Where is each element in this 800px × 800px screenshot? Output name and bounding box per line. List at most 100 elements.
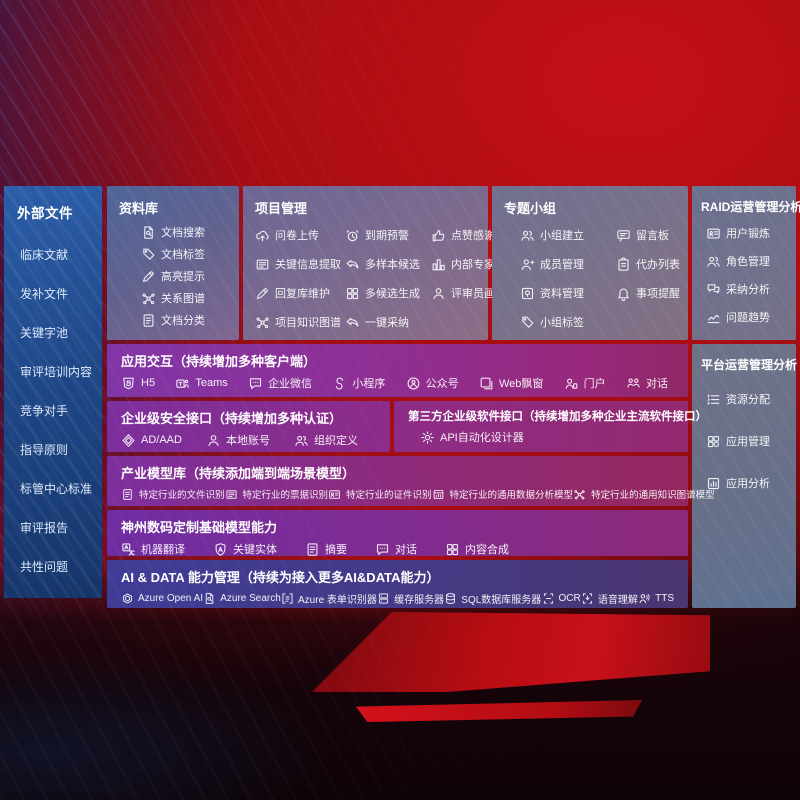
panel-title: 专题小组 [504, 201, 557, 216]
id-card-icon [706, 226, 721, 241]
feature-item-label: 关键信息提取 [275, 259, 341, 271]
people-icon [520, 228, 535, 243]
sidebar-header: 外部文件 [17, 206, 73, 221]
speech-icon [581, 592, 594, 605]
row-title: AI & DATA 能力管理（持续为接入更多AI&DATA能力） [121, 570, 440, 585]
network-icon [141, 291, 156, 306]
feature-item-label: 用户锻炼 [726, 228, 770, 240]
people-icon [294, 433, 309, 448]
feature-item: 问题趋势 [706, 309, 790, 325]
db-icon [444, 592, 457, 605]
feature-item: 资料管理 [520, 285, 616, 301]
feature-item-label: 组织定义 [313, 435, 358, 447]
translate-icon [121, 542, 136, 557]
person-icon [431, 286, 446, 301]
sidebar-item: 共性问题 [20, 558, 94, 575]
feature-item-label: 公众号 [425, 378, 459, 390]
feature-item: 事项提醒 [616, 285, 680, 301]
feature-item: 小程序 [332, 375, 385, 391]
feature-item-label: Web飘窗 [498, 378, 544, 390]
feature-item-label: 代办列表 [636, 259, 680, 271]
tag-icon [141, 247, 156, 262]
feature-item: 到期预警 [345, 227, 431, 243]
feature-item: 文档分类 [141, 312, 227, 328]
feature-item: 公众号 [406, 375, 459, 391]
feature-item: 语音理解 [581, 591, 638, 606]
row-title: 神州数码定制基础模型能力 [121, 520, 278, 535]
feature-item-label: 特定行业的通用知识图谱模型 [591, 490, 715, 501]
gear-icon [420, 430, 435, 445]
feature-item-label: 采纳分析 [726, 284, 770, 296]
network-icon [573, 488, 586, 501]
feature-item-label: 竞争对手 [20, 404, 69, 418]
pen-icon [255, 286, 270, 301]
window-icon [479, 376, 494, 391]
feature-item-label: 留言板 [636, 230, 669, 242]
portal-icon [564, 376, 579, 391]
feature-item-label: 问卷上传 [275, 230, 319, 242]
album-icon [520, 286, 535, 301]
sidebar-item: 审评报告 [20, 519, 94, 536]
feature-item-label: 特定行业的票据识别 [242, 490, 329, 501]
person-plus-icon [520, 257, 535, 272]
ocr-icon [542, 592, 555, 605]
row-title: 第三方企业级软件接口（持续增加多种企业主流软件接口） [408, 411, 707, 423]
feature-item-label: 临床文献 [20, 248, 69, 262]
feature-item: 点赞感谢 [431, 227, 517, 243]
feature-item-label: 特定行业的文件识别 [139, 490, 225, 501]
feature-item-label: 成员管理 [540, 259, 584, 271]
feature-item-label: 企业微信 [268, 378, 313, 390]
feature-item-label: 关系图谱 [161, 293, 205, 305]
qa-bubbles-icon [706, 282, 721, 297]
feature-item: 关系图谱 [141, 290, 227, 306]
thumbs-up-icon [431, 228, 446, 243]
feature-item: 企业微信 [248, 375, 312, 391]
row-enterprise-security-api: 企业级安全接口（持续增加多种认证） AD/AAD 本地账号 组织定义 [107, 401, 390, 452]
app-grid-icon [706, 434, 721, 449]
feature-item-label: 文档分类 [161, 315, 205, 327]
feature-item-label: 应用分析 [726, 478, 770, 490]
feature-item: 采纳分析 [706, 281, 790, 297]
feature-item: 资源分配 [706, 391, 790, 407]
pen-icon [141, 269, 156, 284]
sidebar-item: 发补文件 [20, 285, 94, 302]
feature-item: 特定行业的票据识别 [225, 487, 329, 501]
panel-title: RAID运营管理分析 [701, 200, 800, 214]
panel-special-groups: 专题小组 小组建立 留言板 成员管理 代办列表 资料管理 事项提醒 小组标签 [492, 186, 688, 340]
feature-item: 应用分析 [706, 475, 790, 491]
doc-search-icon [141, 225, 156, 240]
feature-item: 特定行业的文件识别 [121, 487, 225, 501]
sidebar-item: 标管中心标准 [20, 480, 94, 497]
h5-icon [121, 376, 136, 391]
chart-doc-icon [706, 476, 721, 491]
row-app-interaction: 应用交互（持续增加多种客户端） H5 Teams 企业微信 小程序 公众号 Web飘窗 门户… [107, 344, 688, 397]
feature-item: 缓存服务器 [377, 591, 444, 606]
row-title: 产业模型库（持续添加端到端场景模型） [121, 466, 356, 481]
feature-item: 对话 [626, 375, 668, 391]
panel-project-management: 项目管理 问卷上传 到期预警 点赞感谢 关键信息提取 多样本候选 内部专家排名 回复库维护多… [243, 186, 517, 340]
feature-item-label: 本地账号 [225, 435, 270, 447]
reply-arrow-icon [345, 257, 360, 272]
panel-title: 项目管理 [255, 201, 308, 216]
feature-item: 本地账号 [206, 432, 270, 448]
tag-icon [520, 315, 535, 330]
feature-item: Web飘窗 [479, 375, 543, 391]
feature-item-label: 应用管理 [726, 436, 770, 448]
feature-item-label: 一键采纳 [365, 317, 409, 329]
feature-item-label: TTS [655, 593, 674, 604]
tts-icon [638, 592, 651, 605]
feature-item: Azure 表单识别器 [281, 591, 377, 606]
feature-item: 多候选生成 [345, 285, 431, 301]
feature-item-label: 门户 [583, 378, 606, 390]
feature-item: 组织定义 [294, 432, 358, 448]
feature-item-label: 小程序 [352, 378, 386, 390]
feature-item-label: API自动化设计器 [440, 432, 524, 444]
ranking-icon [431, 257, 446, 272]
feature-item: 关键实体 [213, 541, 277, 557]
doc-lines-icon [305, 542, 320, 557]
bell-icon [616, 286, 631, 301]
feature-item-label: 语音理解 [597, 595, 638, 606]
feature-item-label: 项目知识图谱 [275, 317, 341, 329]
feature-item-label: 对话 [395, 544, 417, 556]
brackets-doc-icon [281, 592, 294, 605]
